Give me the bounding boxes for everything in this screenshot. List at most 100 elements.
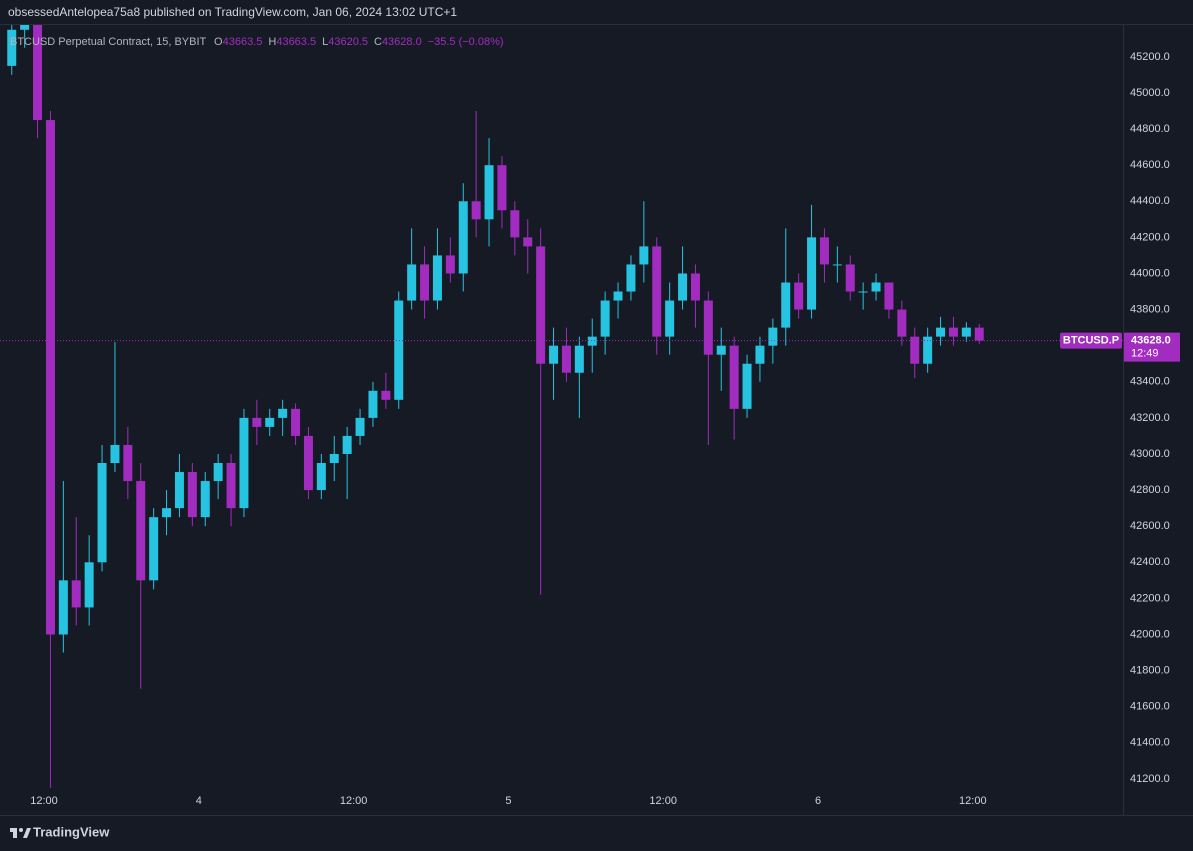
x-tick-label: 4 [196,795,202,807]
candle-body [33,20,43,121]
candle-body [523,237,533,247]
candle-body [187,472,197,518]
header-bar [0,0,1193,24]
candle-body [587,336,597,346]
candle-body [703,300,713,355]
candle-body [961,327,971,337]
y-tick-label: 41600.0 [1130,701,1170,713]
legend-key: H [268,36,276,48]
candle-body [303,435,313,491]
candle-body [368,390,378,418]
candle-body [458,201,468,274]
last-price-label: 43628.0 [1131,335,1171,347]
legend: BTCUSD Perpetual Contract, 15, BYBIT O436… [10,36,504,48]
candle-body [174,472,184,509]
candle-body [910,336,920,364]
candle-body [781,282,791,328]
candle-body [807,237,817,310]
candle-body [510,210,520,238]
y-tick-label: 44200.0 [1130,231,1170,243]
candle-body [497,165,507,211]
candle-body [162,508,172,518]
candle-body [71,580,81,608]
candle-body [355,417,365,436]
candle-body [84,562,94,608]
price-tag [1124,332,1180,362]
candle-body [45,120,55,635]
publisher-line: obsessedAntelopea75a8 published on Tradi… [8,5,457,19]
x-tick-label: 5 [505,795,511,807]
y-tick-label: 41200.0 [1130,773,1170,785]
candle-body [858,291,868,293]
candle-body [613,291,623,301]
candle-body [600,300,610,337]
candle-body [213,463,223,482]
candle-body [884,282,894,310]
candle-body [729,345,739,409]
candle-body [742,363,752,409]
y-tick-label: 43400.0 [1130,376,1170,388]
legend-change: −35.5 (−0.08%) [428,36,504,48]
y-tick-label: 44800.0 [1130,123,1170,135]
candle-body [239,417,249,509]
candle-body [574,345,584,373]
y-tick-label: 42000.0 [1130,628,1170,640]
candle-body [420,264,430,301]
candle-body [626,264,636,292]
brand-logo [10,828,31,838]
candle-body [226,463,236,509]
y-tick-label: 43200.0 [1130,412,1170,424]
candle-body [471,201,481,220]
candle-body [149,517,159,581]
candle-body [561,345,571,373]
legend-value: 43620.5 [328,36,368,48]
candle-body [291,408,301,436]
candle-body [265,417,275,427]
candle-body [394,300,404,400]
y-tick-label: 42600.0 [1130,520,1170,532]
candle-body [716,345,726,355]
x-tick-label: 12:00 [959,795,987,807]
y-tick-label: 42800.0 [1130,484,1170,496]
x-tick-label: 6 [815,795,821,807]
candle-body [484,165,494,220]
logo-part [13,828,17,838]
legend-key: O [214,36,223,48]
y-tick-label: 42400.0 [1130,556,1170,568]
candle-body [110,444,120,464]
candle-body [432,255,442,301]
plot-area [0,6,1123,788]
legend-value: 43663.5 [223,36,263,48]
candle-body [948,327,958,337]
y-tick-label: 43800.0 [1130,303,1170,315]
candle-body [845,264,855,292]
candle-body [316,463,326,491]
candle-body [768,327,778,346]
logo-part [19,828,23,832]
candle-body [7,29,17,66]
x-tick-label: 12:00 [340,795,368,807]
y-tick-label: 44600.0 [1130,159,1170,171]
y-tick-label: 41400.0 [1130,737,1170,749]
legend-value: 43663.5 [276,36,316,48]
candle-body [97,463,107,563]
candle-body [20,20,30,30]
candle-body [381,390,391,400]
symbol-tag [1060,332,1122,349]
candle-body [342,435,352,454]
candle-body [278,408,288,418]
candle-body [652,246,662,337]
candle-body [549,345,559,364]
x-tick-label: 12:00 [30,795,58,807]
y-tick-label: 41800.0 [1130,664,1170,676]
legend-title: BTCUSD Perpetual Contract, 15, BYBIT [10,36,207,48]
legend-key: L [322,36,328,48]
x-tick-label: 12:00 [649,795,677,807]
candle-body [832,264,842,266]
y-tick-label: 45200.0 [1130,51,1170,63]
candle-body [665,300,675,337]
candle-body [407,264,417,301]
legend-value: 43628.0 [382,36,422,48]
